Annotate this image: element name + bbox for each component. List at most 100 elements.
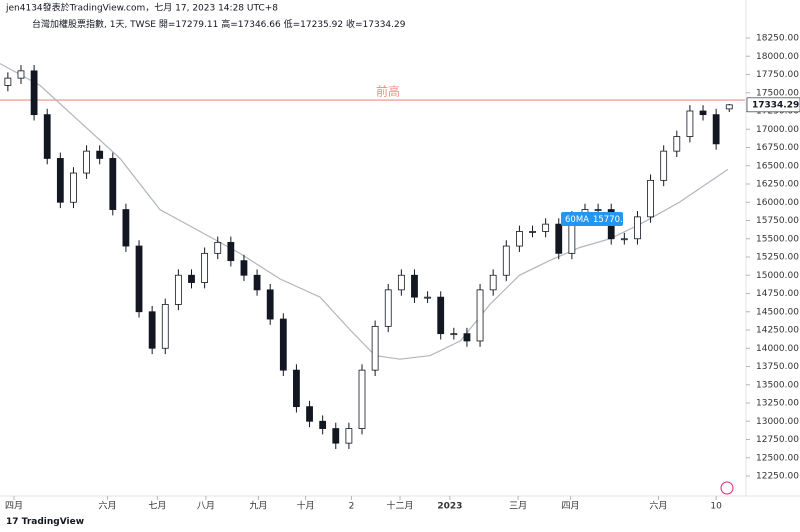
symbol-legend: 台灣加權股票指數, 1天, TWSE 開=17279.11 高=17346.66…: [32, 18, 406, 30]
y-tick-label: 15750.00: [756, 216, 799, 226]
candle-body: [4, 77, 12, 86]
candle-body: [620, 238, 628, 241]
candle-body: [542, 223, 550, 232]
candle-body: [83, 150, 90, 174]
candle-body: [463, 333, 471, 342]
y-tick-label: 16500.00: [756, 161, 799, 171]
candle-body: [686, 110, 694, 137]
candle-body: [319, 420, 327, 429]
candle-body: [266, 289, 274, 320]
icon[interactable]: [720, 481, 734, 495]
candle-body: [712, 114, 720, 145]
ma-value: 15770.47: [593, 215, 634, 225]
candle-body: [253, 274, 261, 291]
x-tick-label: 2023: [437, 502, 462, 512]
candle-body: [214, 241, 222, 254]
x-tick-label: 九月: [249, 501, 267, 512]
candle-body: [148, 311, 156, 349]
candle-body: [699, 110, 707, 116]
ma-badge: [561, 212, 623, 227]
candle-body: [502, 245, 510, 276]
y-tick-label: 15500.00: [756, 234, 799, 244]
y-tick-label: 12750.00: [756, 435, 799, 445]
candle-body: [332, 428, 340, 444]
brand: 17 TradingView: [6, 517, 84, 527]
candle-body: [279, 318, 287, 371]
y-tick-label: 15250.00: [756, 253, 799, 263]
candle-body: [227, 241, 235, 262]
last-price-box: [746, 97, 800, 113]
candle-body: [594, 209, 602, 211]
y-tick-label: 14000.00: [756, 344, 799, 354]
author: jen4134發表於TradingView.com，七月 17, 2023 14…: [5, 2, 278, 14]
candle-body: [109, 158, 117, 210]
x-tick-label: 十月: [297, 500, 315, 512]
candle-body: [634, 216, 641, 240]
y-tick-label: 13500.00: [756, 380, 799, 390]
y-tick-label: 16750.00: [756, 143, 799, 153]
candle-body: [293, 369, 300, 408]
candle-body: [96, 150, 104, 159]
candle-body: [188, 274, 195, 283]
candle-body: [397, 274, 405, 291]
y-tick-label: 17500.00: [756, 88, 799, 98]
candle-body: [516, 231, 523, 247]
y-tick-label: 13250.00: [756, 399, 799, 409]
candle-body: [647, 179, 654, 218]
level-label: 前高: [376, 84, 400, 99]
x-tick-label: 四月: [5, 501, 23, 512]
y-tick-label: 15000.00: [756, 271, 799, 281]
y-tick-label: 14750.00: [756, 289, 799, 299]
y-tick-label: 16250.00: [756, 180, 799, 190]
candle-body: [384, 289, 392, 327]
candle-body: [673, 136, 681, 152]
y-tick-label: 12500.00: [756, 453, 799, 463]
candle-body: [450, 333, 458, 336]
x-tick-label: 十二月: [387, 500, 414, 512]
x-tick-label: 六月: [99, 500, 117, 512]
candle-body: [43, 114, 51, 159]
candle-body: [529, 231, 536, 233]
y-tick-label: 18250.00: [756, 34, 799, 44]
x-tick-label: 六月: [649, 500, 667, 512]
candle-body: [476, 289, 484, 342]
candle-body: [122, 209, 130, 247]
candle-body: [345, 428, 353, 444]
candle-body: [174, 274, 182, 305]
y-tick-label: 17000.00: [756, 125, 799, 135]
x-tick-label: 10: [710, 502, 722, 512]
y-tick-label: 12250.00: [756, 472, 799, 482]
x-tick-label: 七月: [148, 501, 166, 512]
x-tick-label: 四月: [562, 501, 580, 512]
candle-body: [424, 296, 431, 299]
candle-body: [201, 252, 209, 283]
x-tick-label: 八月: [197, 501, 215, 512]
ma-badge-label: 60MA 15770.47: [565, 215, 634, 225]
y-tick-label: 14500.00: [756, 307, 799, 317]
last-price-label: 17334.29: [752, 100, 799, 110]
candle-body: [70, 172, 77, 203]
candle-body: [30, 70, 38, 116]
candle-body: [437, 296, 445, 335]
y-tick-label: 13000.00: [756, 417, 799, 427]
candle-body: [725, 104, 733, 110]
candle-body: [660, 150, 668, 181]
x-tick-label: 2: [349, 502, 355, 512]
candle-body: [56, 158, 64, 203]
candle-body: [411, 274, 418, 298]
y-tick-label: 13750.00: [756, 362, 799, 372]
candle-body: [358, 369, 366, 429]
y-tick-label: 16000.00: [756, 198, 799, 208]
candle-body: [371, 325, 379, 371]
x-tick-label: 三月: [509, 501, 527, 512]
candle-body: [161, 304, 169, 349]
y-tick-label: 18000.00: [756, 52, 799, 62]
ma-name: 60MA: [565, 215, 589, 225]
candle-body: [135, 245, 143, 313]
candle-body: [489, 274, 497, 291]
candle-body: [240, 260, 248, 276]
ma-line: [0, 63, 729, 360]
candle-body: [17, 70, 25, 79]
y-tick-label: 14250.00: [756, 326, 799, 336]
